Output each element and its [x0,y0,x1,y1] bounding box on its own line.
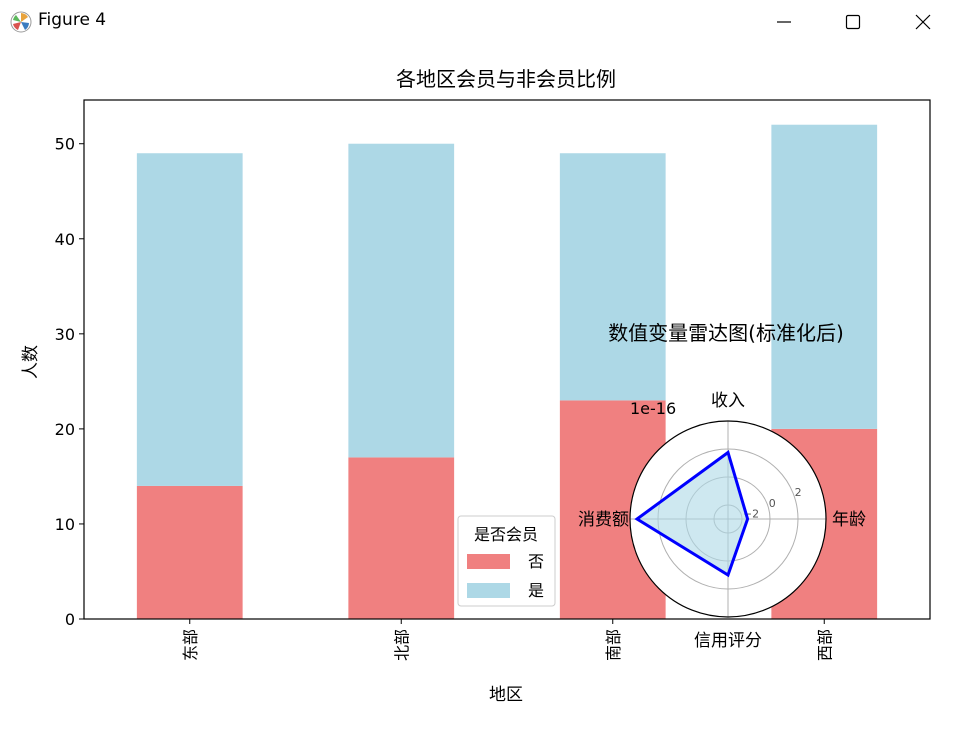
radar-line [634,450,750,578]
bar-member-2 [559,153,666,401]
window-title: Figure 4 [38,10,107,30]
x-axis-label: 地区 [489,685,523,705]
radar-fill [637,452,748,575]
plot-frame [83,99,931,620]
radar-axis-label: 信用评分 [694,631,762,651]
legend-label: 否 [528,552,544,571]
radar-r-tick-label: 2 [795,486,802,499]
legend-swatch [467,554,510,569]
minimize-button[interactable] [754,0,814,44]
legend-entries: 否是 [467,552,544,600]
y-tick-label: 50 [55,135,75,154]
x-axis-ticks: 东部 北部 南部 西部 [181,619,834,661]
legend-label: 是 [528,581,544,600]
x-tick-label: 北部 [392,629,411,661]
y-tick-label: 30 [55,325,75,344]
matplotlib-logo-icon [10,11,32,33]
radar-r-tick-label: 0 [769,497,776,510]
radar-chart-title: 数值变量雷达图(标准化后) [608,321,844,345]
y-tick-label: 10 [55,515,75,534]
x-tick-label: 南部 [604,629,623,661]
minimize-icon [777,21,791,23]
legend-swatch [467,583,510,598]
maximize-button[interactable] [823,0,883,44]
title-bar: Figure 4 [0,0,957,44]
y-tick-label: 20 [55,420,75,439]
y-axis-ticks: 0 10 20 30 40 50 [55,135,84,629]
y-tick-label: 0 [65,610,75,629]
radar-axis-label: 年龄 [832,510,866,530]
close-button[interactable] [893,0,953,44]
bar-member-0 [136,153,243,486]
radar-axis-label: 消费额 [578,510,629,530]
x-tick-label: 西部 [815,629,834,661]
bar-non-member-0 [136,485,243,619]
legend-title: 是否会员 [474,525,538,544]
maximize-icon [845,14,861,30]
bar-chart-title: 各地区会员与非会员比例 [396,67,616,91]
close-icon [915,14,931,30]
bar-non-member-1 [348,457,455,619]
radar-series [634,450,750,578]
bar-member-3 [771,124,878,429]
radar-scale-label: 1e-16 [630,399,676,418]
radar-axis-label: 收入 [711,391,745,411]
x-tick-label: 东部 [181,629,200,661]
bar-member-1 [348,143,455,458]
y-axis-label: 人数 [21,345,41,379]
y-tick-label: 40 [55,230,75,249]
legend: 是否会员 否是 [457,515,556,607]
radar-outer-frame [629,420,827,618]
